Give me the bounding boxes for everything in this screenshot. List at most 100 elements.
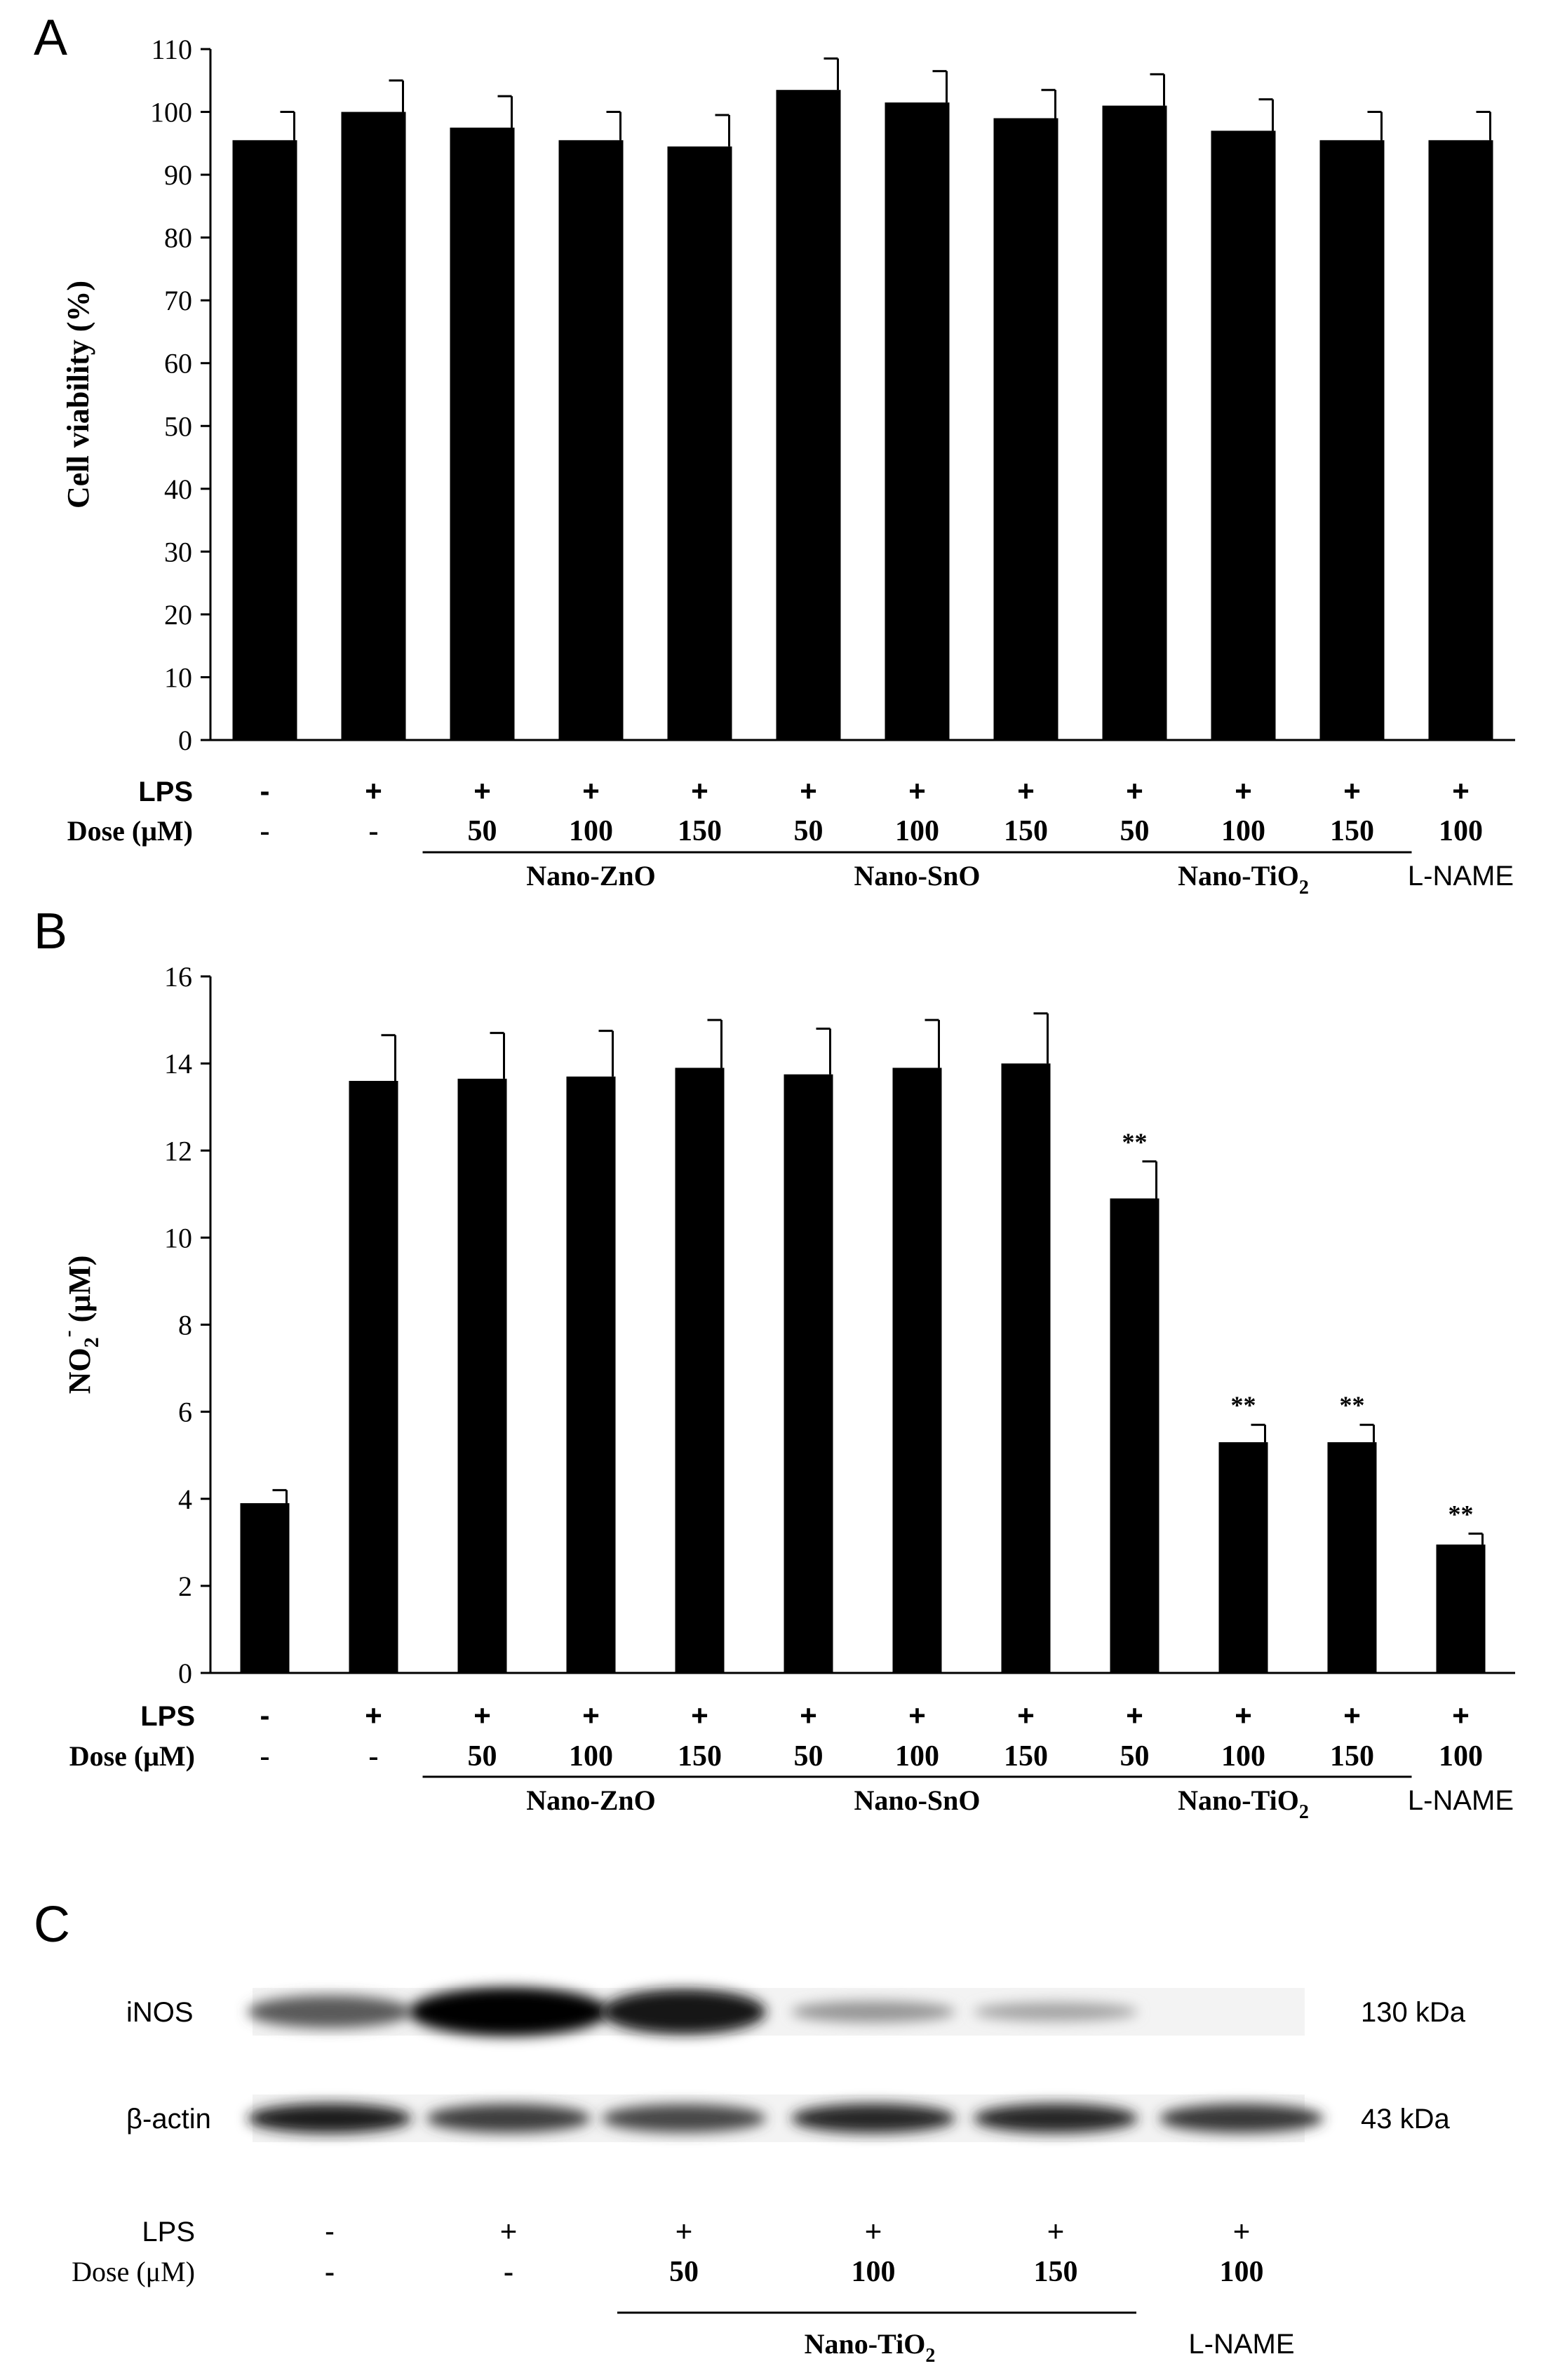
- bar: [450, 127, 515, 740]
- lps-value: +: [473, 774, 491, 807]
- bar: [240, 1502, 290, 1673]
- y-tick-label: 6: [178, 1397, 192, 1428]
- blot-band: [974, 2104, 1138, 2133]
- blot-size-label: 130 kDa: [1361, 1997, 1466, 2028]
- lps-value: +: [800, 1699, 817, 1732]
- dose-value: 150: [1330, 1740, 1374, 1773]
- y-tick-label: 70: [164, 285, 192, 316]
- bar: [341, 112, 406, 740]
- dose-value: 50: [794, 815, 824, 847]
- dose-value: 100: [895, 1740, 939, 1773]
- blot-band: [602, 1989, 766, 2035]
- bar: [1436, 1544, 1486, 1673]
- dose-value: 50: [794, 1740, 824, 1773]
- y-tick-label: 10: [164, 661, 192, 693]
- lps-row-label: LPS: [140, 1701, 195, 1732]
- lps-value: +: [1047, 2214, 1065, 2247]
- bar: [349, 1080, 398, 1673]
- lps-value: +: [865, 2214, 882, 2247]
- bar: [675, 1068, 725, 1673]
- dose-value: 50: [468, 1740, 497, 1773]
- dose-value: 100: [1221, 815, 1265, 847]
- lps-row-label: LPS: [138, 776, 193, 807]
- bar: [1102, 105, 1167, 740]
- conditions-b: LPS Dose (μM) - + + + + + + + + + + + - - 50 100 150 50 100 1…: [69, 1699, 1514, 1823]
- group-label: Nano-SnO: [854, 1784, 980, 1816]
- group-label: Nano-TiO2: [805, 2328, 936, 2367]
- blot-band: [409, 1987, 608, 2036]
- dose-value: -: [369, 815, 379, 847]
- y-tick-label: 60: [164, 348, 192, 379]
- lps-value: +: [1343, 1699, 1361, 1732]
- y-tick-label: 110: [151, 34, 192, 65]
- y-axis-label: Cell viability (%): [61, 281, 95, 509]
- group-label: Nano-SnO: [854, 860, 980, 892]
- bar: [784, 1074, 833, 1673]
- bar: [1211, 130, 1276, 741]
- lps-value: -: [260, 1699, 270, 1732]
- dose-value: 50: [468, 815, 497, 847]
- bar: [885, 102, 950, 740]
- dose-value: -: [504, 2256, 513, 2288]
- significance-label: **: [1448, 1500, 1474, 1528]
- group-label: L-NAME: [1408, 861, 1514, 892]
- bar: [1001, 1063, 1051, 1673]
- lps-value: +: [1126, 774, 1143, 807]
- lps-value: +: [1343, 774, 1361, 807]
- bar: [993, 118, 1058, 740]
- blot-size-label: 43 kDa: [1361, 2104, 1450, 2134]
- group-label: Nano-TiO2: [1178, 860, 1309, 899]
- y-tick-label: 20: [164, 599, 192, 631]
- dose-value: 50: [1120, 1740, 1150, 1773]
- blot-band: [974, 2002, 1138, 2022]
- dose-value: 100: [569, 815, 613, 847]
- panel-a: A 0 10 20 30 40 50 60 70 80 90 100 110 Cell viabilit…: [34, 10, 1515, 899]
- lps-value: +: [800, 774, 817, 807]
- lps-value: +: [1017, 774, 1035, 807]
- dose-value: 100: [1439, 1740, 1483, 1773]
- bar: [776, 90, 841, 741]
- y-tick-label: 30: [164, 536, 192, 567]
- lps-value: +: [691, 1699, 708, 1732]
- lps-value: +: [1017, 1699, 1035, 1732]
- dose-value: 150: [1004, 1740, 1048, 1773]
- lps-value: +: [1233, 2214, 1251, 2247]
- y-axis-label: NO2- (μM): [56, 1256, 103, 1394]
- group-label: Nano-TiO2: [1178, 1784, 1309, 1823]
- lps-value: +: [1235, 1699, 1252, 1732]
- y-tick-label: 8: [178, 1310, 192, 1341]
- lps-value: -: [325, 2214, 335, 2247]
- lps-value: +: [1452, 1699, 1470, 1732]
- conditions-a: LPS Dose (μM) - + + + + + + + + + + + - - 50 100 150 50 100 1…: [67, 774, 1514, 899]
- dose-value: 50: [669, 2256, 699, 2288]
- dose-value: 50: [1120, 815, 1150, 847]
- bar: [1428, 140, 1493, 740]
- lps-value: +: [675, 2214, 693, 2247]
- panel-label-c: C: [34, 1897, 70, 1953]
- lps-row-label: LPS: [142, 2217, 195, 2247]
- lps-value: +: [365, 1699, 382, 1732]
- dose-value: -: [325, 2256, 335, 2288]
- significance-label: **: [1231, 1391, 1256, 1419]
- bar: [457, 1078, 507, 1673]
- bar: [1319, 140, 1385, 740]
- blot-band: [248, 2103, 412, 2134]
- dose-value: 100: [1439, 815, 1483, 847]
- dose-value: 150: [678, 815, 722, 847]
- lps-value: +: [365, 774, 382, 807]
- group-label: Nano-ZnO: [526, 1784, 656, 1816]
- lps-value: +: [500, 2214, 518, 2247]
- y-tick-label: 50: [164, 410, 192, 442]
- blot-band: [248, 1995, 412, 2029]
- y-tick-label: 2: [178, 1571, 192, 1602]
- dose-row-label: Dose (μM): [69, 1740, 195, 1772]
- dose-value: 100: [895, 815, 939, 847]
- dose-value: 150: [1004, 815, 1048, 847]
- y-tick-label: 40: [164, 473, 192, 505]
- conditions-c: LPS Dose (μM) - + + + + + - - 50 100 150 100 Nano-TiO2…: [72, 2214, 1294, 2367]
- western-blot: iNOS 130 kDa β-actin 43 kDa: [126, 1987, 1466, 2142]
- dose-value: 150: [1034, 2256, 1078, 2288]
- lps-value: +: [582, 774, 600, 807]
- panel-label-a: A: [34, 10, 67, 66]
